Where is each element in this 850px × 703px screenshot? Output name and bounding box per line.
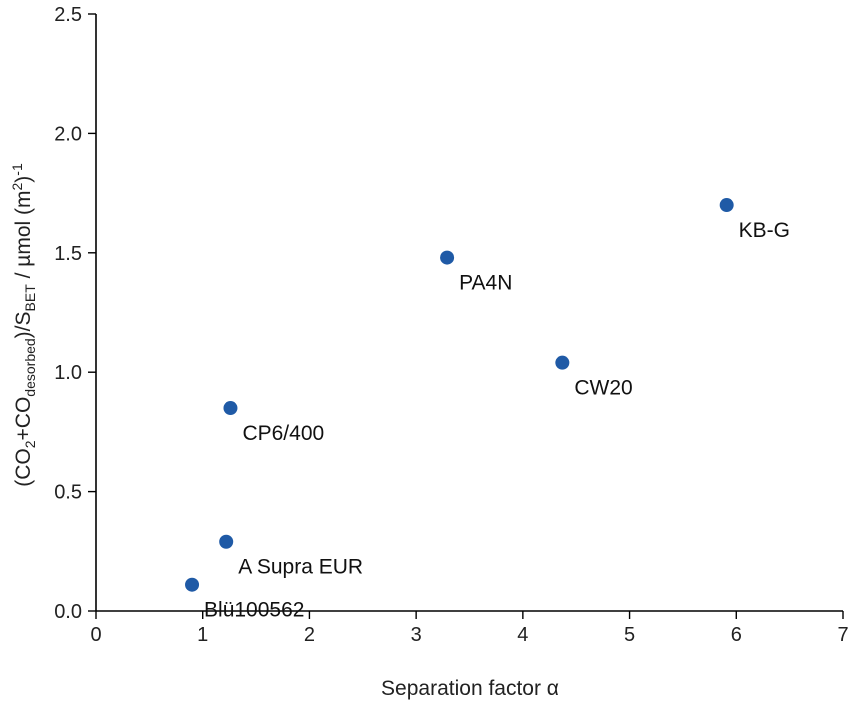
data-point [219,534,234,549]
y-tick-label: 1.0 [54,362,82,384]
data-point-label: A Supra EUR [238,556,363,579]
y-axis-title: (CO2+COdesorbed)/SBET / µmol (m2)-1 [9,163,38,487]
y-title-sup1: 2 [9,182,25,190]
y-title-mid3: / µmol (m [12,190,35,284]
x-tick-label: 3 [411,624,422,646]
y-title-prefix: (CO [12,448,35,487]
data-point [719,198,734,213]
y-title-sub3: BET [22,284,38,312]
data-point-label: CW20 [574,377,632,400]
y-tick-label: 2.5 [54,4,82,26]
x-tick-label: 5 [624,624,635,646]
y-title-sub1: 2 [22,440,38,448]
data-points: Blü100562 A Supra EUR CP6/400 PA4N CW20 KB-G [185,198,790,622]
data-point-label: KB-G [739,219,790,242]
data-point-label: Blü100562 [204,599,304,622]
y-axis-ticks: 0.0 0.5 1.0 1.5 2.0 2.5 [54,4,96,623]
y-tick-label: 0.0 [54,601,82,623]
y-title-mid2: )/S [12,311,35,338]
x-tick-label: 2 [304,624,315,646]
x-axis-title: Separation factor α [381,677,559,700]
y-tick-label: 2.0 [54,123,82,145]
data-point-label: PA4N [459,272,512,295]
x-tick-label: 1 [197,624,208,646]
data-point [223,401,238,416]
y-title-mid4: ) [12,176,35,183]
x-axis-ticks: 0 1 2 3 4 5 6 7 [90,611,849,646]
data-point-label: CP6/400 [242,422,324,445]
y-tick-label: 1.5 [54,243,82,265]
data-point [440,250,455,265]
y-title-sup2: -1 [9,163,25,176]
x-tick-label: 7 [837,624,848,646]
x-tick-label: 4 [517,624,528,646]
x-tick-label: 6 [731,624,742,646]
y-title-mid1: +CO [12,397,35,441]
x-tick-label: 0 [90,624,101,646]
y-title-sub2: desorbed [22,338,38,396]
y-tick-label: 0.5 [54,482,82,504]
data-point [555,355,570,370]
data-point [185,577,200,592]
